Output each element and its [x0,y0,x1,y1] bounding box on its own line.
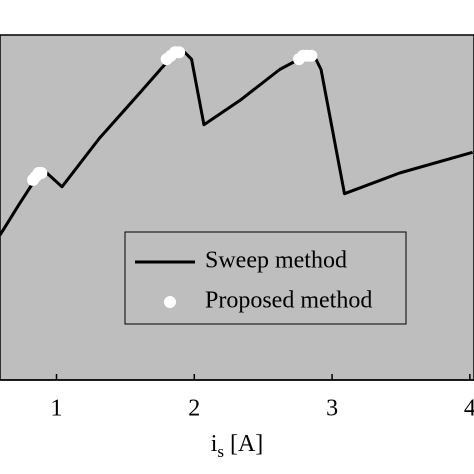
proposed-point [35,167,48,179]
x-tick-label: 4 [464,396,474,422]
proposed-point [173,46,186,59]
legend-label: Proposed method [205,288,372,314]
x-tick-label: 2 [188,396,200,422]
x-axis-label: is [A] [211,431,264,461]
x-tick-label: 1 [50,396,62,422]
legend-box [124,231,407,325]
legend-label: Sweep method [205,248,347,274]
legend-dot [164,296,176,308]
x-label-sub: s [217,442,224,461]
plot-background [0,34,474,381]
x-label-main: i [211,431,218,457]
x-label-unit: [A] [230,431,263,457]
proposed-point [305,49,318,62]
x-tick-label: 3 [326,396,338,422]
